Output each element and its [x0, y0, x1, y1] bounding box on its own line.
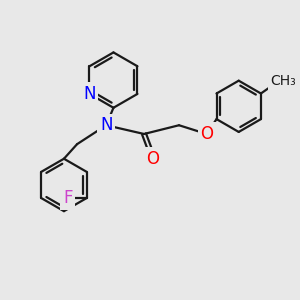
Text: CH₃: CH₃: [270, 74, 296, 88]
Text: O: O: [146, 150, 159, 168]
Text: O: O: [200, 125, 213, 143]
Text: N: N: [83, 85, 96, 103]
Text: F: F: [63, 189, 73, 207]
Text: N: N: [100, 116, 112, 134]
